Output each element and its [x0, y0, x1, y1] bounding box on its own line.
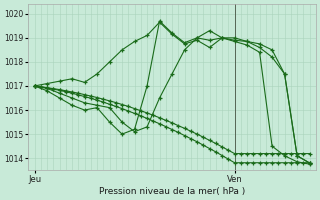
X-axis label: Pression niveau de la mer( hPa ): Pression niveau de la mer( hPa ) — [99, 187, 245, 196]
